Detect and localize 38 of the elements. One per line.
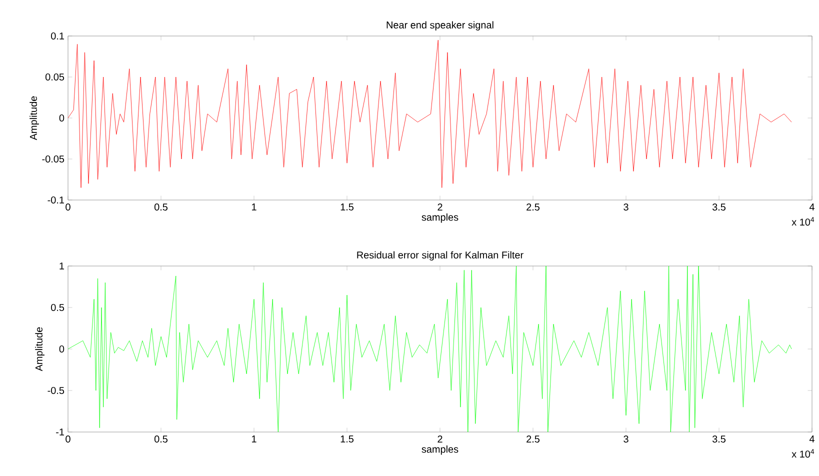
text: x 10$^{4}$ (792, 449, 814, 458)
x-tick-label: 2.5 (526, 204, 540, 211)
y-tick-label: 0 (59, 345, 64, 353)
x-tick-label: 2.5 (526, 436, 540, 443)
y-tick-label: 0.05 (45, 73, 64, 81)
x-tick-label: 0 (66, 204, 70, 211)
x-tick-label: 4 (809, 204, 814, 210)
text: x 10$^{4}$ (792, 217, 814, 226)
x-tick-label: 1.5 (340, 204, 354, 210)
x-axis-title: samples (422, 213, 458, 223)
line-series (68, 266, 792, 432)
x-tick-label: 0 (66, 436, 70, 443)
x-tick-label: 3.5 (712, 204, 726, 211)
x-tick-label: 2 (438, 204, 442, 210)
y-tick-label: -0.05 (42, 155, 64, 163)
x-tick-label: 3.5 (712, 436, 726, 443)
x-tick-label: 2 (438, 436, 442, 442)
line-series (68, 40, 792, 188)
y-axis-title: Amplitude (30, 96, 39, 140)
y-axis-title: Amplitude (35, 327, 44, 372)
x-tick-label: 1 (252, 204, 256, 210)
x-tick-label: 0.5 (154, 436, 168, 443)
x-axis-title: samples (422, 445, 458, 455)
chart-title: Near end speaker signal (386, 21, 494, 30)
y-tick-label: 0.1 (51, 32, 64, 40)
x-tick-label: 3 (624, 204, 628, 211)
y-tick-label: 0 (59, 114, 64, 122)
y-tick-label: 0.5 (51, 304, 64, 312)
y-tick-label: -0.5 (48, 386, 64, 394)
y-tick-label: -1 (56, 428, 64, 436)
x-tick-label: 3 (624, 436, 628, 443)
chart-title: Residual error signal for Kalman Filter (357, 251, 524, 260)
x-tick-label: 0.5 (154, 204, 168, 211)
x-tick-label: 4 (809, 436, 814, 442)
y-tick-label: -0.1 (48, 196, 64, 204)
x-tick-label: 1 (252, 436, 256, 442)
x-tick-label: 1.5 (340, 436, 354, 442)
y-tick-label: 1 (60, 262, 64, 270)
